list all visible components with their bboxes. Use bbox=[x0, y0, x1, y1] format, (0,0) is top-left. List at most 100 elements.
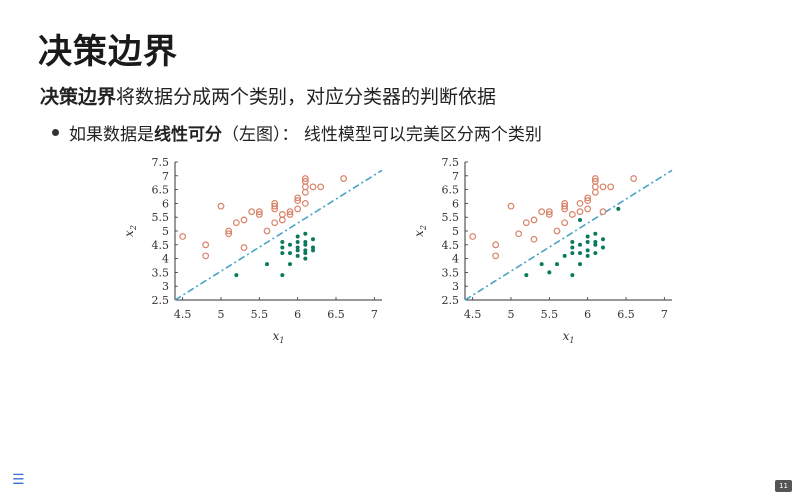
class-a-point bbox=[568, 211, 576, 218]
bullet-prefix: 如果数据是 bbox=[69, 125, 154, 145]
y-tick-label: 6.5 bbox=[152, 184, 170, 197]
class-a-point bbox=[225, 230, 233, 238]
y-tick-label: 5.5 bbox=[442, 211, 460, 224]
y-tick-label: 2.5 bbox=[442, 294, 460, 307]
class-a-point bbox=[301, 177, 309, 185]
x-tick-label: 6.5 bbox=[327, 308, 345, 321]
class-a-point bbox=[591, 177, 599, 185]
subtitle-bold-term: 决策边界 bbox=[40, 86, 117, 108]
x-tick-label: 5.5 bbox=[251, 308, 268, 321]
class-a-point bbox=[301, 175, 309, 182]
class-b-point bbox=[280, 245, 285, 250]
class-b-point bbox=[585, 248, 590, 253]
class-b-point bbox=[593, 231, 598, 236]
x-tick-label: 5.5 bbox=[541, 308, 559, 321]
bullet-dot-icon bbox=[52, 129, 59, 136]
y-tick-label: 5 bbox=[452, 225, 459, 238]
class-b-point bbox=[303, 256, 308, 261]
class-a-point bbox=[591, 175, 599, 182]
class-a-point bbox=[507, 202, 515, 210]
class-b-point bbox=[593, 251, 598, 256]
class-b-point bbox=[288, 262, 292, 267]
subtitle-text: 将数据分成两个类别，对应分类器的判断依据 bbox=[116, 86, 497, 108]
y-tick-label: 4 bbox=[162, 253, 169, 266]
x-axis-label: x1 bbox=[563, 329, 575, 345]
y-tick-label: 5.5 bbox=[152, 211, 170, 224]
class-b-point bbox=[303, 231, 308, 236]
class-a-point bbox=[545, 211, 553, 218]
x-tick-label: 5 bbox=[218, 308, 225, 321]
y-tick-label: 4.5 bbox=[442, 239, 460, 252]
hamburger-menu-icon[interactable]: ☰ bbox=[12, 472, 25, 488]
class-b-point bbox=[570, 273, 575, 278]
class-b-point bbox=[295, 253, 300, 258]
class-a-point bbox=[278, 211, 286, 218]
class-a-point bbox=[584, 197, 592, 205]
y-tick-label: 3 bbox=[452, 280, 459, 293]
class-b-point bbox=[570, 240, 575, 245]
class-a-point bbox=[515, 230, 523, 238]
class-a-point bbox=[538, 208, 546, 216]
class-b-point bbox=[295, 240, 300, 245]
class-b-point bbox=[570, 245, 575, 250]
y-tick-label: 7.5 bbox=[152, 156, 170, 169]
class-a-point bbox=[591, 188, 599, 196]
class-b-point bbox=[303, 240, 308, 245]
class-a-point bbox=[591, 183, 599, 191]
x-tick-label: 4.5 bbox=[464, 308, 482, 321]
class-a-point bbox=[317, 183, 325, 191]
class-b-point bbox=[280, 273, 285, 278]
y-tick-label: 3.5 bbox=[152, 266, 170, 279]
class-a-point bbox=[530, 235, 538, 243]
class-b-point bbox=[539, 262, 544, 267]
y-tick-label: 2.5 bbox=[152, 294, 170, 307]
y-axis-label-main: x bbox=[122, 230, 136, 237]
x-tick-label: 6.5 bbox=[617, 308, 635, 321]
class-b-point bbox=[547, 270, 552, 275]
class-b-point bbox=[555, 262, 559, 267]
class-b-point bbox=[570, 251, 575, 256]
class-a-point bbox=[202, 252, 210, 260]
x-tick-label: 7 bbox=[371, 308, 378, 321]
class-b-point bbox=[578, 217, 582, 222]
bullet-suffix: （左图）： 线性模型可以完美区分两个类别 bbox=[222, 125, 542, 145]
class-a-point bbox=[240, 244, 248, 251]
class-b-point bbox=[311, 248, 315, 253]
class-b-point bbox=[295, 245, 300, 250]
class-a-point bbox=[599, 208, 607, 216]
class-a-point bbox=[561, 202, 569, 210]
class-b-point bbox=[280, 240, 285, 245]
class-a-point bbox=[607, 183, 615, 191]
bullet-bold-term: 线性可分 bbox=[154, 125, 222, 145]
class-a-point bbox=[263, 227, 271, 235]
class-a-point bbox=[240, 216, 248, 224]
y-tick-label: 3.5 bbox=[442, 266, 460, 279]
y-axis-label: x2 bbox=[412, 225, 428, 237]
class-b-point bbox=[585, 234, 590, 239]
class-b-point bbox=[593, 240, 598, 245]
class-b-point bbox=[578, 251, 582, 256]
y-tick-label: 5 bbox=[162, 225, 169, 238]
class-a-point bbox=[530, 216, 538, 224]
class-a-point bbox=[584, 205, 592, 213]
class-b-point bbox=[303, 242, 308, 247]
class-b-point bbox=[601, 237, 605, 242]
class-b-point bbox=[303, 248, 308, 253]
y-axis-label: x2 bbox=[122, 225, 138, 237]
x-axis-label-main: x bbox=[273, 329, 280, 343]
x-axis-label-main: x bbox=[563, 329, 570, 343]
class-a-point bbox=[271, 219, 279, 227]
decision-boundary-line bbox=[464, 169, 673, 301]
class-a-point bbox=[232, 219, 240, 227]
class-b-point bbox=[295, 234, 300, 239]
class-a-point bbox=[294, 197, 302, 205]
class-a-point bbox=[217, 202, 225, 210]
class-a-point bbox=[225, 227, 233, 235]
x-tick-label: 6 bbox=[584, 308, 591, 321]
class-b-point bbox=[578, 262, 582, 267]
class-a-point bbox=[301, 188, 309, 196]
class-b-point bbox=[616, 206, 621, 211]
y-tick-label: 4.5 bbox=[152, 239, 170, 252]
